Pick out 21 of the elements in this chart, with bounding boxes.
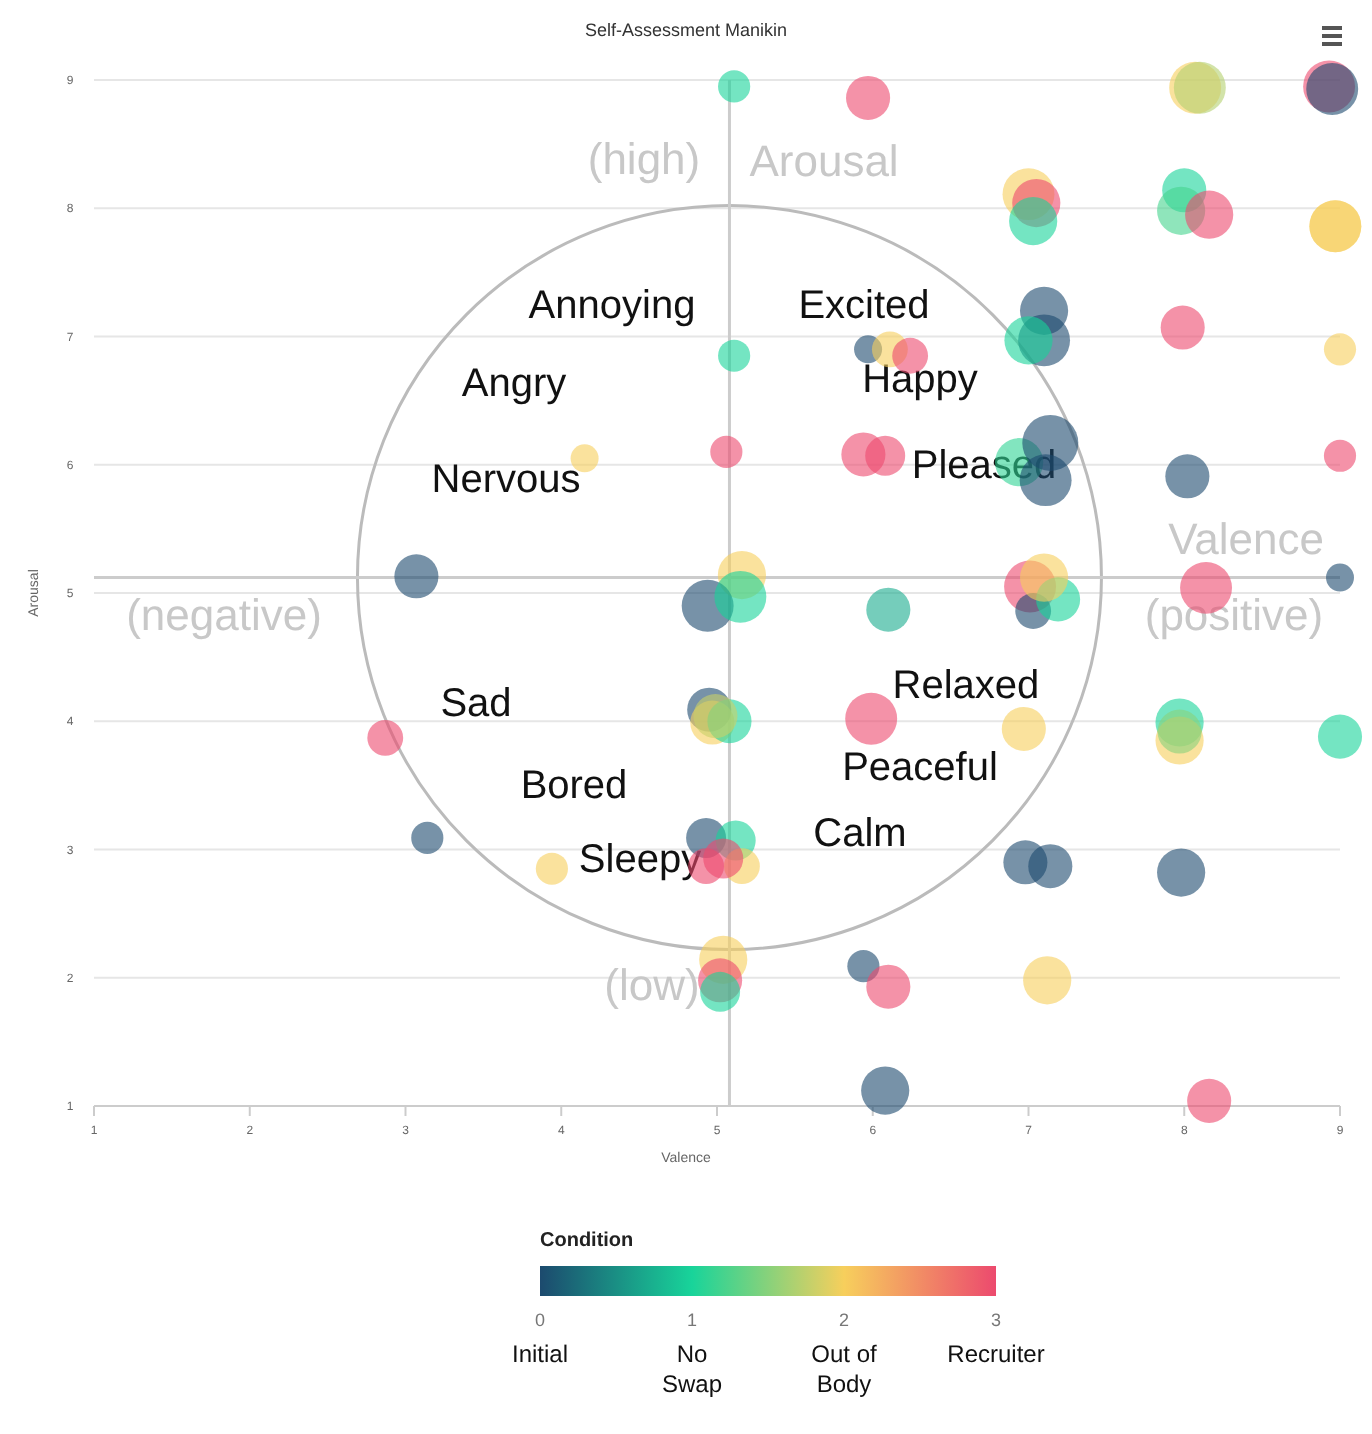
annotation: Happy — [862, 358, 978, 402]
annotation: Relaxed — [892, 664, 1040, 708]
annotation: Calm — [813, 812, 907, 856]
text: Recruiter — [947, 1340, 1045, 1368]
color-bar-label: 0 — [534, 1310, 546, 1330]
text: No Swap — [661, 1340, 723, 1398]
text: Out of Body — [811, 1340, 879, 1398]
annotation: Excited — [798, 284, 930, 328]
color-bar-label: 1 — [686, 1310, 698, 1330]
annotation: Angry — [461, 362, 567, 406]
annotation: Peaceful — [842, 746, 998, 790]
annotation: Bored — [520, 764, 628, 808]
color-bar-label: 3 — [990, 1310, 1002, 1330]
annotation: Sad — [440, 682, 512, 726]
text: Initial — [511, 1340, 569, 1368]
color-bar-label: 2 — [838, 1310, 850, 1330]
color-bar-title: Condition — [540, 1230, 634, 1252]
annotation: Sleepy — [578, 838, 702, 882]
annotation: Annoying — [528, 284, 696, 328]
annotation: Nervous — [431, 458, 581, 502]
chart-title: Self-Assessment Manikin — [584, 20, 788, 40]
